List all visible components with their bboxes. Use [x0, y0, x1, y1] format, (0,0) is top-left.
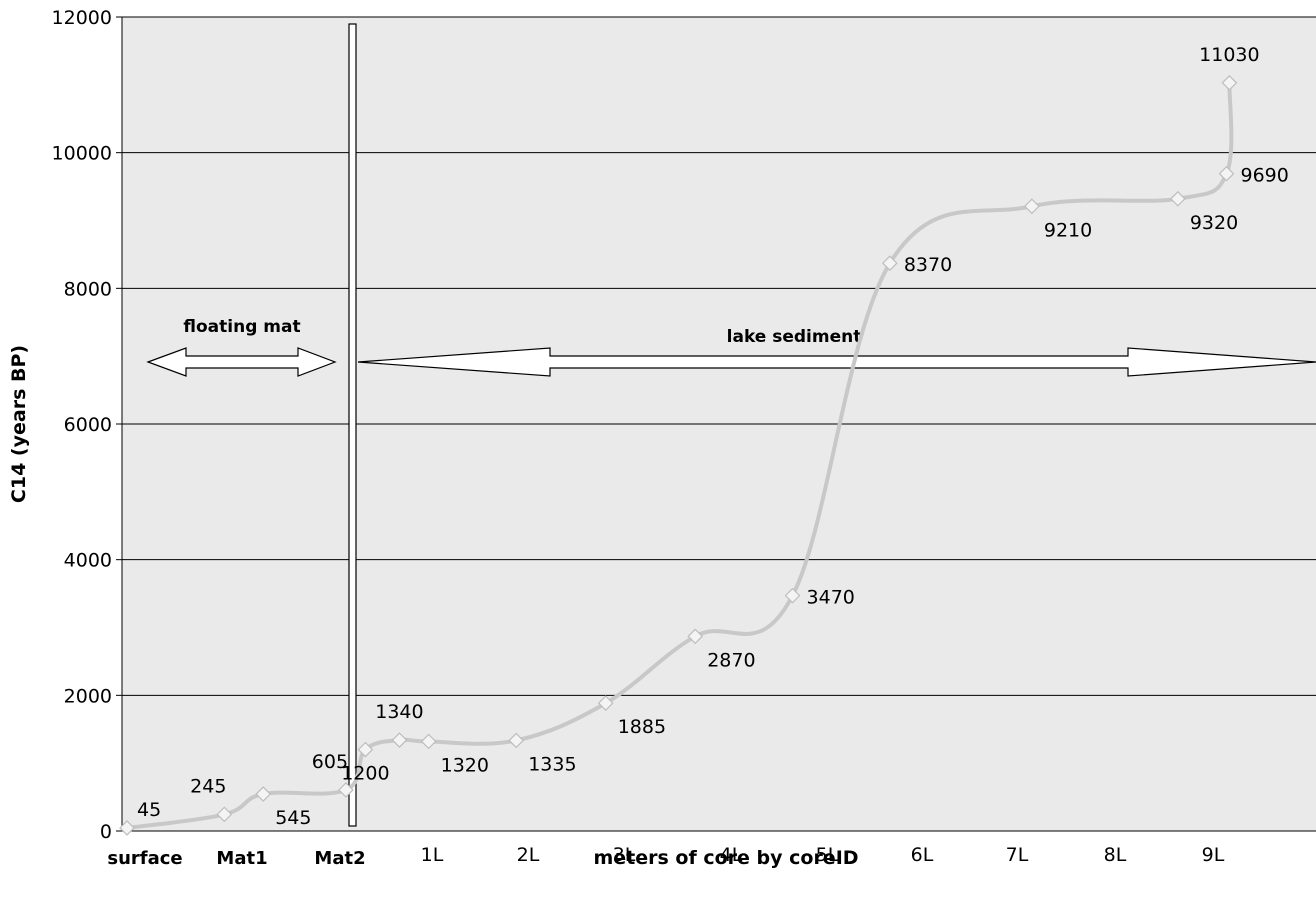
- data-label-2870: 2870: [707, 649, 755, 671]
- data-point-14: [1218, 165, 1235, 182]
- data-point-4: [357, 741, 374, 758]
- data-label-1335: 1335: [528, 753, 576, 775]
- y-tick-label-2000: 2000: [64, 685, 112, 707]
- x-tick-label-5l: 5L: [816, 844, 839, 866]
- y-tick-label-4000: 4000: [64, 550, 112, 572]
- data-label-245: 245: [190, 775, 226, 797]
- data-markers: [119, 74, 1238, 836]
- x-tick-label-surface: surface: [107, 848, 182, 869]
- data-label-9320: 9320: [1190, 212, 1238, 234]
- floating-mat-arrow: [146, 347, 337, 377]
- data-point-11: [881, 255, 898, 272]
- x-tick-label-8l: 8L: [1104, 844, 1127, 866]
- data-label-1340: 1340: [375, 701, 423, 723]
- data-point-3: [338, 782, 354, 798]
- data-point-6: [420, 733, 437, 750]
- mat-sediment-divider: [348, 23, 357, 827]
- y-tick-label-10000: 10000: [52, 143, 112, 165]
- x-tick-label-3l: 3L: [613, 844, 636, 866]
- data-label-1320: 1320: [441, 754, 489, 776]
- data-point-8: [597, 695, 614, 711]
- x-tick-label-6l: 6L: [911, 844, 934, 866]
- data-label-3470: 3470: [807, 587, 855, 609]
- x-tick-label-1l: 1L: [421, 844, 444, 866]
- x-tick-label-mat1: Mat1: [216, 848, 267, 869]
- y-tick-labels: 0 2000 4000 6000 8000 10000 12000: [52, 7, 122, 843]
- data-point-10: [784, 587, 801, 604]
- x-tick-label-mat2: Mat2: [314, 848, 365, 869]
- floating-mat-label: floating mat: [183, 317, 300, 337]
- data-label-545: 545: [275, 807, 311, 829]
- lake-sediment-arrow: [357, 347, 1316, 377]
- y-tick-label-6000: 6000: [64, 414, 112, 436]
- data-label-605: 605: [312, 751, 348, 773]
- data-label-1200: 1200: [341, 763, 389, 785]
- data-point-5: [391, 732, 408, 748]
- data-point-13: [1169, 190, 1186, 207]
- data-point-15: [1221, 74, 1238, 91]
- x-tick-labels: surface Mat1 Mat2 1L 2L 3L 4L 5L 6L 7L 8L 9L: [107, 844, 1224, 869]
- data-point-12: [1024, 198, 1040, 215]
- data-point-1: [216, 806, 233, 823]
- data-label-45: 45: [137, 799, 161, 821]
- y-tick-label-8000: 8000: [64, 278, 112, 300]
- data-label-8370: 8370: [904, 254, 952, 276]
- y-axis-title: C14 (years BP): [8, 345, 30, 503]
- x-tick-label-2l: 2L: [517, 844, 540, 866]
- x-tick-label-7l: 7L: [1006, 844, 1029, 866]
- grid-lines: [122, 16, 1316, 696]
- x-axis-title: meters of core by coreID: [593, 847, 858, 869]
- data-label-9690: 9690: [1240, 165, 1288, 187]
- data-point-0: [119, 820, 135, 836]
- series-line: [125, 80, 1234, 830]
- y-tick-label-0: 0: [100, 821, 112, 843]
- x-tick-label-4l: 4L: [720, 844, 743, 866]
- data-point-9: [687, 628, 704, 645]
- x-tick-label-9l: 9L: [1202, 844, 1225, 866]
- data-point-7: [508, 732, 525, 749]
- lake-sediment-label: lake sediment: [727, 327, 862, 347]
- data-label-1885: 1885: [618, 716, 666, 738]
- y-tick-label-12000: 12000: [52, 7, 112, 29]
- data-label-9210: 9210: [1044, 219, 1092, 241]
- data-point-2: [255, 786, 272, 802]
- data-label-11030: 11030: [1199, 44, 1259, 66]
